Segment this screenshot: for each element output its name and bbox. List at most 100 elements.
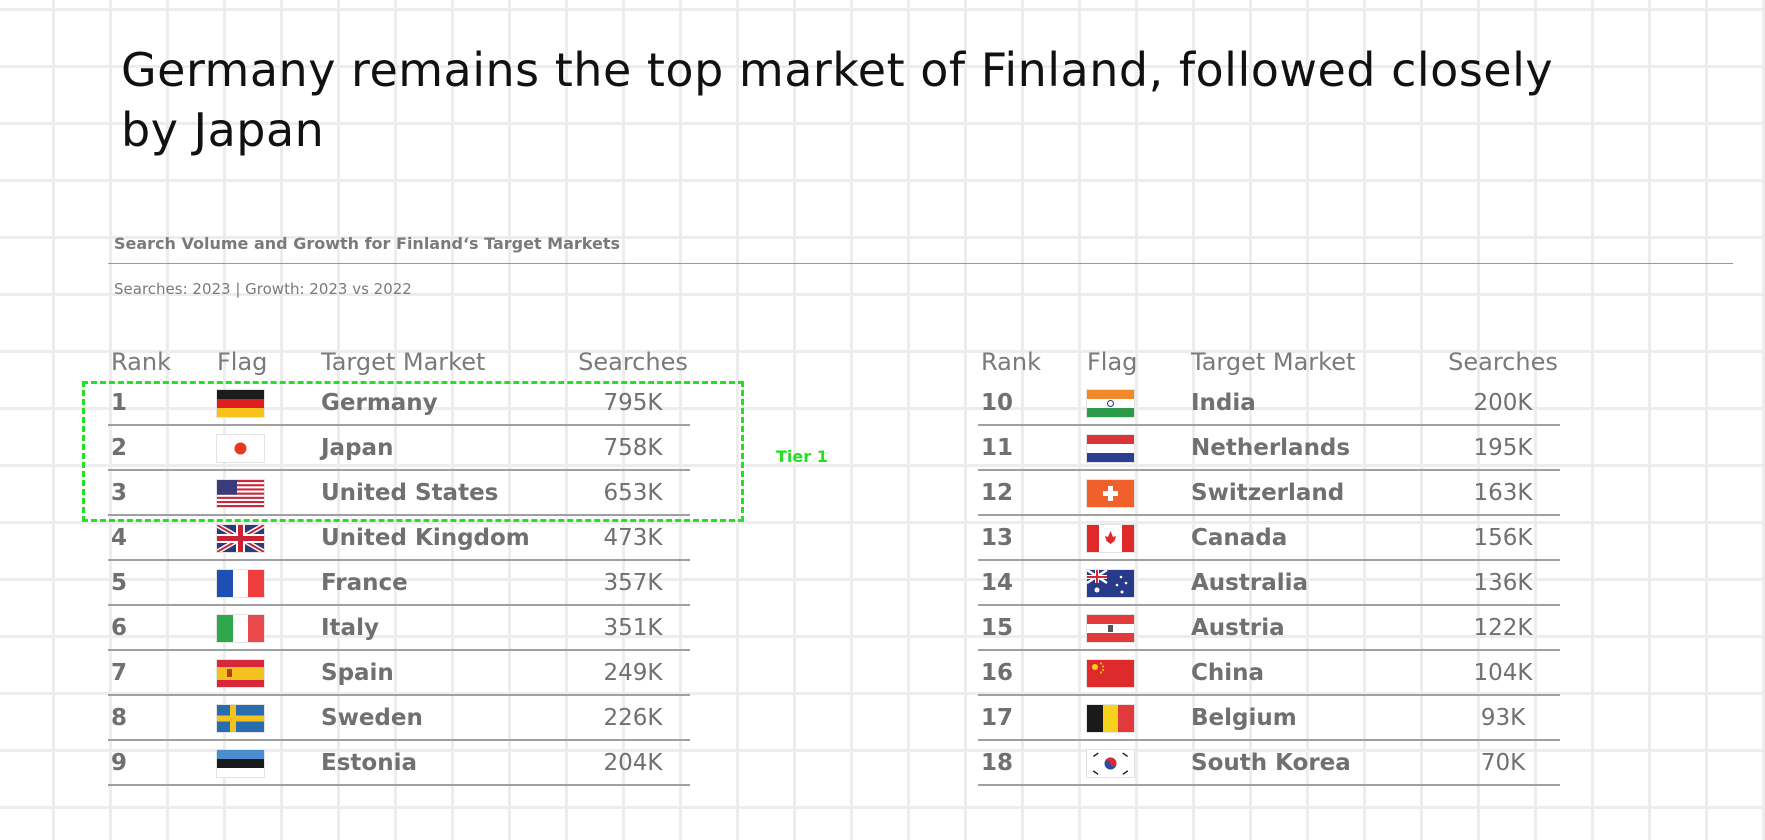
market-cell: United Kingdom bbox=[321, 525, 530, 551]
market-cell: Australia bbox=[1191, 570, 1309, 596]
market-cell: Germany bbox=[321, 390, 438, 416]
canada-flag-icon bbox=[1087, 525, 1134, 552]
table-header: Rank Flag Target Market Searches bbox=[978, 346, 1560, 381]
subtitle-divider bbox=[108, 263, 1733, 264]
sweden-flag-icon bbox=[217, 705, 264, 732]
searches-cell: 357K bbox=[603, 570, 663, 596]
table-row: 6 Italy 351K bbox=[108, 606, 690, 651]
rank-cell: 11 bbox=[981, 435, 1014, 461]
table-row: 15 Austria 122K bbox=[978, 606, 1560, 651]
searches-cell: 351K bbox=[603, 615, 663, 641]
searches-cell: 70K bbox=[1480, 750, 1526, 776]
table-subtitle: Search Volume and Growth for Finland‘s T… bbox=[114, 234, 621, 253]
table-row: 16 China 104K bbox=[978, 651, 1560, 696]
searches-cell: 163K bbox=[1473, 480, 1533, 506]
market-header: Target Market bbox=[321, 348, 486, 376]
searches-cell: 122K bbox=[1473, 615, 1533, 641]
china-flag-icon bbox=[1087, 660, 1134, 687]
market-cell: Sweden bbox=[321, 705, 423, 731]
table-row: 4 United Kingdom 473K bbox=[108, 516, 690, 561]
market-cell: Belgium bbox=[1191, 705, 1297, 731]
searches-cell: 93K bbox=[1480, 705, 1526, 731]
switzerland-flag-icon bbox=[1087, 480, 1134, 507]
market-cell: Italy bbox=[321, 615, 379, 641]
table-row: 13 Canada 156K bbox=[978, 516, 1560, 561]
searches-cell: 795K bbox=[603, 390, 663, 416]
rank-cell: 14 bbox=[981, 570, 1014, 596]
searches-cell: 156K bbox=[1473, 525, 1533, 551]
table-row: 18 South Korea 70K bbox=[978, 741, 1560, 786]
searches-cell: 204K bbox=[603, 750, 663, 776]
market-cell: Japan bbox=[321, 435, 394, 461]
table-row: 17 Belgium 93K bbox=[978, 696, 1560, 741]
searches-cell: 195K bbox=[1473, 435, 1533, 461]
rank-cell: 18 bbox=[981, 750, 1014, 776]
flag-header: Flag bbox=[217, 348, 268, 376]
searches-cell: 104K bbox=[1473, 660, 1533, 686]
netherlands-flag-icon bbox=[1087, 435, 1134, 462]
rank-cell: 15 bbox=[981, 615, 1014, 641]
rank-cell: 2 bbox=[111, 435, 128, 461]
table-header: Rank Flag Target Market Searches bbox=[108, 346, 690, 381]
rank-cell: 10 bbox=[981, 390, 1014, 416]
rank-header: Rank bbox=[111, 348, 171, 376]
right-market-table: Rank Flag Target Market Searches 10 Indi… bbox=[978, 346, 1560, 786]
searches-cell: 200K bbox=[1473, 390, 1533, 416]
rank-cell: 8 bbox=[111, 705, 128, 731]
table-note: Searches: 2023 | Growth: 2023 vs 2022 bbox=[114, 280, 412, 298]
germany-flag-icon bbox=[217, 390, 264, 417]
japan-flag-icon bbox=[217, 435, 264, 462]
table-row: 9 Estonia 204K bbox=[108, 741, 690, 786]
table-row: 11 Netherlands 195K bbox=[978, 426, 1560, 471]
table-row: 2 Japan 758K bbox=[108, 426, 690, 471]
table-row: 1 Germany 795K bbox=[108, 381, 690, 426]
india-flag-icon bbox=[1087, 390, 1134, 417]
rank-cell: 6 bbox=[111, 615, 128, 641]
searches-cell: 758K bbox=[603, 435, 663, 461]
tier-1-highlight bbox=[82, 381, 744, 522]
south-korea-flag-icon bbox=[1087, 750, 1134, 777]
united-kingdom-flag-icon bbox=[217, 525, 264, 552]
table-row: 12 Switzerland 163K bbox=[978, 471, 1560, 516]
searches-header: Searches bbox=[578, 348, 688, 376]
market-cell: Austria bbox=[1191, 615, 1285, 641]
rank-cell: 12 bbox=[981, 480, 1014, 506]
rank-header: Rank bbox=[981, 348, 1041, 376]
belgium-flag-icon bbox=[1087, 705, 1134, 732]
searches-cell: 249K bbox=[603, 660, 663, 686]
table-row: 8 Sweden 226K bbox=[108, 696, 690, 741]
table-row: 10 India 200K bbox=[978, 381, 1560, 426]
table-row: 3 United States 653K bbox=[108, 471, 690, 516]
market-cell: South Korea bbox=[1191, 750, 1351, 776]
rank-cell: 17 bbox=[981, 705, 1014, 731]
searches-cell: 653K bbox=[603, 480, 663, 506]
united-states-flag-icon bbox=[217, 480, 264, 507]
rank-cell: 5 bbox=[111, 570, 128, 596]
france-flag-icon bbox=[217, 570, 264, 597]
market-cell: Netherlands bbox=[1191, 435, 1351, 461]
market-cell: United States bbox=[321, 480, 499, 506]
table-row: 14 Australia 136K bbox=[978, 561, 1560, 606]
market-cell: China bbox=[1191, 660, 1265, 686]
headline: Germany remains the top market of Finlan… bbox=[121, 43, 1554, 157]
rank-cell: 1 bbox=[111, 390, 128, 416]
searches-cell: 226K bbox=[603, 705, 663, 731]
market-cell: Switzerland bbox=[1191, 480, 1345, 506]
market-header: Target Market bbox=[1191, 348, 1356, 376]
rank-cell: 7 bbox=[111, 660, 128, 686]
market-cell: India bbox=[1191, 390, 1256, 416]
searches-cell: 136K bbox=[1473, 570, 1533, 596]
rank-cell: 16 bbox=[981, 660, 1014, 686]
market-cell: Spain bbox=[321, 660, 394, 686]
searches-cell: 473K bbox=[603, 525, 663, 551]
austria-flag-icon bbox=[1087, 615, 1134, 642]
rank-cell: 13 bbox=[981, 525, 1014, 551]
australia-flag-icon bbox=[1087, 570, 1134, 597]
spain-flag-icon bbox=[217, 660, 264, 687]
left-market-table: Rank Flag Target Market Searches 1 Germa… bbox=[108, 346, 690, 786]
italy-flag-icon bbox=[217, 615, 264, 642]
rank-cell: 4 bbox=[111, 525, 128, 551]
rank-cell: 9 bbox=[111, 750, 128, 776]
flag-header: Flag bbox=[1087, 348, 1138, 376]
rank-cell: 3 bbox=[111, 480, 128, 506]
